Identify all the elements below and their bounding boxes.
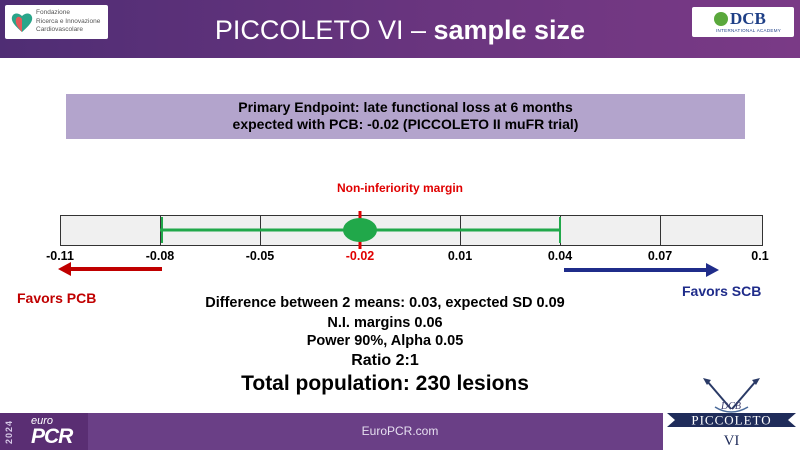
non-inferiority-label: Non-inferiority margin	[336, 181, 463, 195]
favors-pcb-arrow	[58, 262, 162, 276]
forest-plot	[60, 211, 763, 249]
dcb-logo-subtext: INTERNATIONAL ACADEMY	[716, 28, 782, 33]
tick-label: -0.11	[46, 249, 74, 263]
dcb-logo-text: DCB	[730, 9, 766, 28]
globe-icon	[714, 12, 728, 26]
favors-pcb-label: Favors PCB	[17, 290, 97, 306]
tick-label: -0.08	[145, 249, 175, 263]
endpoint-line-2: expected with PCB: -0.02 (PICCOLETO II m…	[232, 116, 579, 132]
fondazione-logo: Fondazione Ricerca e Innovazione Cardiov…	[5, 5, 108, 39]
heart-icon	[11, 13, 33, 32]
tick-label: 0.01	[447, 249, 473, 263]
primary-endpoint-box: Primary Endpoint: late functional loss a…	[66, 94, 745, 139]
piccoleto-logo-top: DCB	[720, 401, 741, 412]
fondazione-logo-text: Fondazione Ricerca e Innovazione Cardiov…	[36, 9, 101, 33]
total-population-line: Total population: 230 lesions	[241, 372, 529, 395]
europcr-logo-pcr: PCR	[31, 425, 73, 448]
tick-label: -0.05	[245, 249, 275, 263]
tick-label: 0.07	[647, 249, 673, 263]
piccoleto-logo-numeral: VI	[724, 433, 740, 449]
footer-url: EuroPCR.com	[361, 424, 439, 438]
europcr-logo-euro: euro	[31, 415, 54, 427]
piccoleto-vi-logo: DCB PICCOLETO VI	[663, 377, 800, 450]
favors-scb-label: Favors SCB	[682, 283, 762, 299]
tick-label: -0.02	[345, 249, 375, 263]
tick-label: 0.1	[751, 249, 769, 263]
point-estimate-marker	[343, 218, 377, 242]
endpoint-line-1: Primary Endpoint: late functional loss a…	[238, 99, 573, 115]
dcb-academy-logo: DCB INTERNATIONAL ACADEMY	[692, 7, 794, 37]
slide-title: PICCOLETO VI – sample size	[214, 15, 586, 45]
europcr-logo: 2024 euro PCR	[0, 413, 88, 450]
header-bar	[0, 0, 800, 58]
piccoleto-logo-name: PICCOLETO	[691, 413, 771, 428]
tick-label: 0.04	[547, 249, 573, 263]
stats-difference-line: Difference between 2 means: 0.03, expect…	[205, 295, 565, 311]
stats-ni-margin-line: N.I. margins 0.06	[327, 315, 443, 331]
favors-scb-arrow	[564, 263, 719, 277]
stats-ratio-line: Ratio 2:1	[351, 352, 419, 369]
stats-power-line: Power 90%, Alpha 0.05	[306, 333, 464, 349]
